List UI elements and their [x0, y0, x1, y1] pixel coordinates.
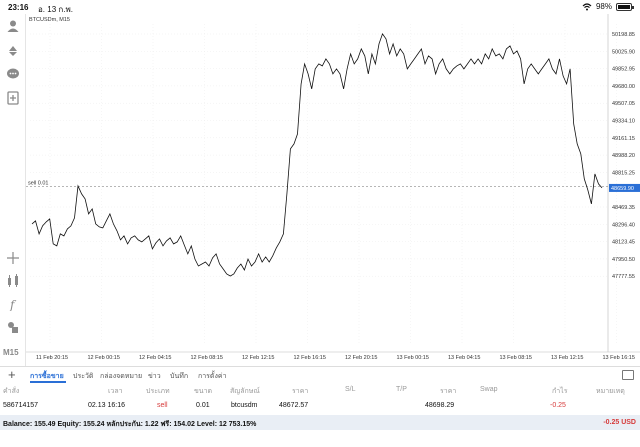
chat-icon[interactable] [5, 66, 21, 82]
battery-icon [616, 2, 634, 11]
y-tick-label: 49680.00 [612, 84, 635, 90]
y-tick-label: 48296.40 [612, 222, 635, 228]
price-chart[interactable]: BTCUSDm, M15 50198.85 50025.90 49852.95 496… [26, 14, 640, 366]
y-tick-label: 49507.05 [612, 101, 635, 107]
left-toolbar: f M15 [0, 14, 26, 366]
x-tick-label: 12 Feb 00:15 [88, 355, 120, 361]
current-price-label: 48659.90 [611, 186, 634, 192]
terminal-tabs: + การซื้อขาย ประวัติ กล่องจดหมาย ข่าว บั… [0, 366, 640, 383]
y-tick-label: 49161.15 [612, 136, 635, 142]
order-profit: -0.25 [550, 402, 566, 409]
active-tab-indicator [30, 381, 66, 383]
x-tick-label: 13 Feb 04:15 [448, 355, 480, 361]
col-sl: S/L [345, 386, 356, 393]
tab-mailbox[interactable]: กล่องจดหมาย [100, 373, 143, 380]
y-tick-label: 49334.10 [612, 119, 635, 125]
col-comment: หมายเหตุ [596, 388, 625, 395]
x-tick-label: 12 Feb 04:15 [139, 355, 171, 361]
col-time: เวลา [108, 388, 123, 395]
new-order-icon[interactable] [5, 90, 21, 106]
tab-trade[interactable]: การซื้อขาย [30, 373, 64, 380]
y-tick-label: 47777.55 [612, 274, 635, 280]
x-tick-label: 13 Feb 12:15 [551, 355, 583, 361]
price-line-series [31, 33, 603, 277]
order-id: 586714157 [3, 402, 39, 409]
account-icon[interactable] [5, 18, 21, 34]
y-tick-label: 48123.45 [612, 240, 635, 246]
col-swap: Swap [480, 386, 498, 393]
col-current-price: ราคา [440, 388, 457, 395]
svg-text:f: f [9, 298, 17, 311]
col-profit: กำไร [552, 388, 568, 395]
clock: 23:16 [8, 3, 29, 12]
col-type: ประเภท [146, 388, 170, 395]
total-profit: -0.25 USD [603, 419, 636, 426]
col-order: คำสั่ง [3, 388, 20, 395]
wifi-icon [582, 2, 592, 10]
x-tick-label: 12 Feb 12:15 [242, 355, 274, 361]
y-tick-label: 48815.25 [612, 170, 635, 176]
x-tick-label: 12 Feb 16:15 [294, 355, 326, 361]
y-tick-label: 49852.95 [612, 67, 635, 73]
tab-journal[interactable]: บันทึก [170, 373, 189, 380]
y-tick-label: 47950.50 [612, 257, 635, 263]
col-price: ราคา [292, 388, 309, 395]
chart-canvas[interactable]: BTCUSDm, M15 50198.85 50025.90 49852.95 496… [26, 14, 640, 366]
x-tick-label: 13 Feb 08:15 [500, 355, 532, 361]
col-size: ขนาด [194, 388, 213, 395]
x-tick-label: 11 Feb 20:15 [36, 355, 68, 361]
objects-icon[interactable] [5, 319, 21, 335]
y-tick-label: 50025.90 [612, 49, 635, 55]
balance-summary: Balance: 155.49 Equity: 155.24 หลักประกั… [3, 421, 257, 428]
current-price-tag [609, 183, 640, 192]
add-tab-button[interactable]: + [8, 367, 16, 382]
y-tick-label: 48988.20 [612, 153, 635, 159]
chart-symbol-label: BTCUSDm, M15 [29, 17, 70, 23]
battery-percent: 98% [595, 2, 612, 11]
indicators-icon[interactable] [5, 273, 21, 289]
table-row[interactable]: 586714157 02.13 16:16 sell 0.01 btcusdm … [0, 399, 640, 413]
tab-news[interactable]: ข่าว [148, 373, 161, 380]
col-symbol: สัญลักษณ์ [230, 388, 260, 395]
tab-settings[interactable]: การตั้งค่า [198, 373, 227, 380]
function-icon[interactable]: f [5, 296, 21, 312]
status-right: 98% [582, 2, 634, 11]
order-current-price: 48698.29 [425, 402, 455, 409]
crosshair-icon[interactable] [5, 250, 21, 266]
status-bar: 23:16 อ. 13 ก.พ. 98% [0, 0, 640, 14]
col-tp: T/P [396, 386, 407, 393]
date: อ. 13 ก.พ. [38, 5, 73, 14]
order-type: sell [157, 402, 168, 409]
x-tick-label: 12 Feb 20:15 [345, 355, 377, 361]
orders-table-header: คำสั่ง เวลา ประเภท ขนาด สัญลักษณ์ ราคา S… [0, 383, 640, 397]
trade-arrows-icon[interactable] [5, 42, 21, 58]
tab-history[interactable]: ประวัติ [73, 373, 94, 380]
timeframe-button[interactable]: M15 [3, 348, 19, 357]
y-tick-label: 50198.85 [612, 32, 635, 38]
layout-icon[interactable] [622, 370, 634, 380]
order-size: 0.01 [196, 402, 210, 409]
balance-bar: Balance: 155.49 Equity: 155.24 หลักประกั… [0, 415, 640, 430]
x-tick-label: 13 Feb 00:15 [397, 355, 429, 361]
order-time: 02.13 16:16 [88, 402, 125, 409]
x-tick-label: 13 Feb 16:15 [603, 355, 635, 361]
order-symbol: btcusdm [231, 402, 258, 409]
order-level-label: sell 0.01 [28, 181, 49, 187]
y-tick-label: 48469.35 [612, 205, 635, 211]
x-tick-label: 12 Feb 08:15 [191, 355, 223, 361]
order-open-price: 48672.57 [279, 402, 309, 409]
